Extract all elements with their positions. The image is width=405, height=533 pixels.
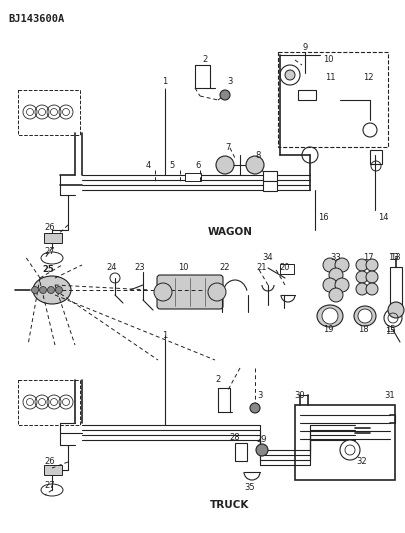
Circle shape xyxy=(208,283,226,301)
Text: 33: 33 xyxy=(330,254,341,262)
Circle shape xyxy=(216,156,234,174)
Text: 14: 14 xyxy=(378,214,388,222)
Text: 35: 35 xyxy=(245,483,255,492)
Ellipse shape xyxy=(33,276,71,304)
Bar xyxy=(44,233,62,243)
Text: BJ143600A: BJ143600A xyxy=(8,14,64,24)
Text: 8: 8 xyxy=(255,150,261,159)
Bar xyxy=(295,405,395,480)
Text: 29: 29 xyxy=(257,435,267,445)
Ellipse shape xyxy=(384,309,402,327)
Circle shape xyxy=(329,268,343,282)
Circle shape xyxy=(356,283,368,295)
Circle shape xyxy=(335,278,349,292)
Text: 26: 26 xyxy=(45,457,55,466)
Circle shape xyxy=(32,287,38,294)
Circle shape xyxy=(358,309,372,323)
Bar xyxy=(18,380,80,425)
Text: 16: 16 xyxy=(318,214,328,222)
Ellipse shape xyxy=(354,306,376,326)
FancyBboxPatch shape xyxy=(157,275,223,309)
Text: 5: 5 xyxy=(169,161,175,171)
Text: 23: 23 xyxy=(135,263,145,272)
Text: 12: 12 xyxy=(363,74,373,83)
Text: 15: 15 xyxy=(385,327,395,336)
Text: 6: 6 xyxy=(195,161,201,171)
Circle shape xyxy=(388,302,404,318)
Text: 11: 11 xyxy=(325,74,335,83)
Circle shape xyxy=(47,287,55,294)
Circle shape xyxy=(40,287,47,294)
Text: 10: 10 xyxy=(323,55,333,64)
Text: 27: 27 xyxy=(45,247,55,256)
Bar xyxy=(18,90,80,135)
Bar xyxy=(185,173,201,181)
Text: 21: 21 xyxy=(257,263,267,272)
Bar xyxy=(280,264,294,274)
Text: 7: 7 xyxy=(225,143,231,152)
Bar xyxy=(370,150,382,164)
Text: 3: 3 xyxy=(227,77,233,86)
Text: 17: 17 xyxy=(363,254,373,262)
Bar xyxy=(263,171,277,181)
Text: 34: 34 xyxy=(263,254,273,262)
Circle shape xyxy=(250,403,260,413)
Circle shape xyxy=(356,271,368,283)
Text: WAGON: WAGON xyxy=(207,227,252,237)
Text: 19: 19 xyxy=(323,326,333,335)
Circle shape xyxy=(323,258,337,272)
Bar xyxy=(298,90,316,100)
Circle shape xyxy=(366,271,378,283)
Circle shape xyxy=(246,156,264,174)
Text: 2: 2 xyxy=(215,376,221,384)
Text: 22: 22 xyxy=(220,263,230,272)
Circle shape xyxy=(356,259,368,271)
Circle shape xyxy=(366,259,378,271)
Circle shape xyxy=(329,288,343,302)
Text: 24: 24 xyxy=(107,263,117,272)
Circle shape xyxy=(220,90,230,100)
Text: TRUCK: TRUCK xyxy=(210,500,250,510)
Circle shape xyxy=(256,444,268,456)
Bar xyxy=(390,267,402,307)
Text: 13: 13 xyxy=(390,254,400,262)
Text: 32: 32 xyxy=(357,457,367,466)
Ellipse shape xyxy=(317,305,343,327)
Circle shape xyxy=(323,278,337,292)
Text: 4: 4 xyxy=(145,161,151,171)
Circle shape xyxy=(154,283,172,301)
Text: 26: 26 xyxy=(45,223,55,232)
Text: 1: 1 xyxy=(162,330,168,340)
Circle shape xyxy=(340,440,360,460)
Text: 15: 15 xyxy=(385,326,395,335)
Text: 27: 27 xyxy=(45,481,55,489)
Text: 9: 9 xyxy=(303,44,308,52)
Circle shape xyxy=(366,283,378,295)
Circle shape xyxy=(285,70,295,80)
Text: 3: 3 xyxy=(257,391,263,400)
Text: 20: 20 xyxy=(280,263,290,272)
Ellipse shape xyxy=(41,484,63,496)
Bar xyxy=(235,443,247,461)
Text: 25: 25 xyxy=(42,265,54,274)
Circle shape xyxy=(55,287,62,294)
Text: 30: 30 xyxy=(295,391,305,400)
Bar xyxy=(44,465,62,475)
Circle shape xyxy=(322,308,338,324)
Bar xyxy=(263,181,277,191)
Text: 13: 13 xyxy=(388,254,398,262)
Circle shape xyxy=(335,258,349,272)
Ellipse shape xyxy=(41,252,63,264)
Text: 18: 18 xyxy=(358,326,368,335)
Bar xyxy=(278,52,388,147)
Text: 2: 2 xyxy=(202,55,208,64)
Text: 10: 10 xyxy=(178,263,188,272)
Text: 31: 31 xyxy=(385,391,395,400)
Text: 28: 28 xyxy=(230,433,240,442)
Text: 1: 1 xyxy=(162,77,168,86)
